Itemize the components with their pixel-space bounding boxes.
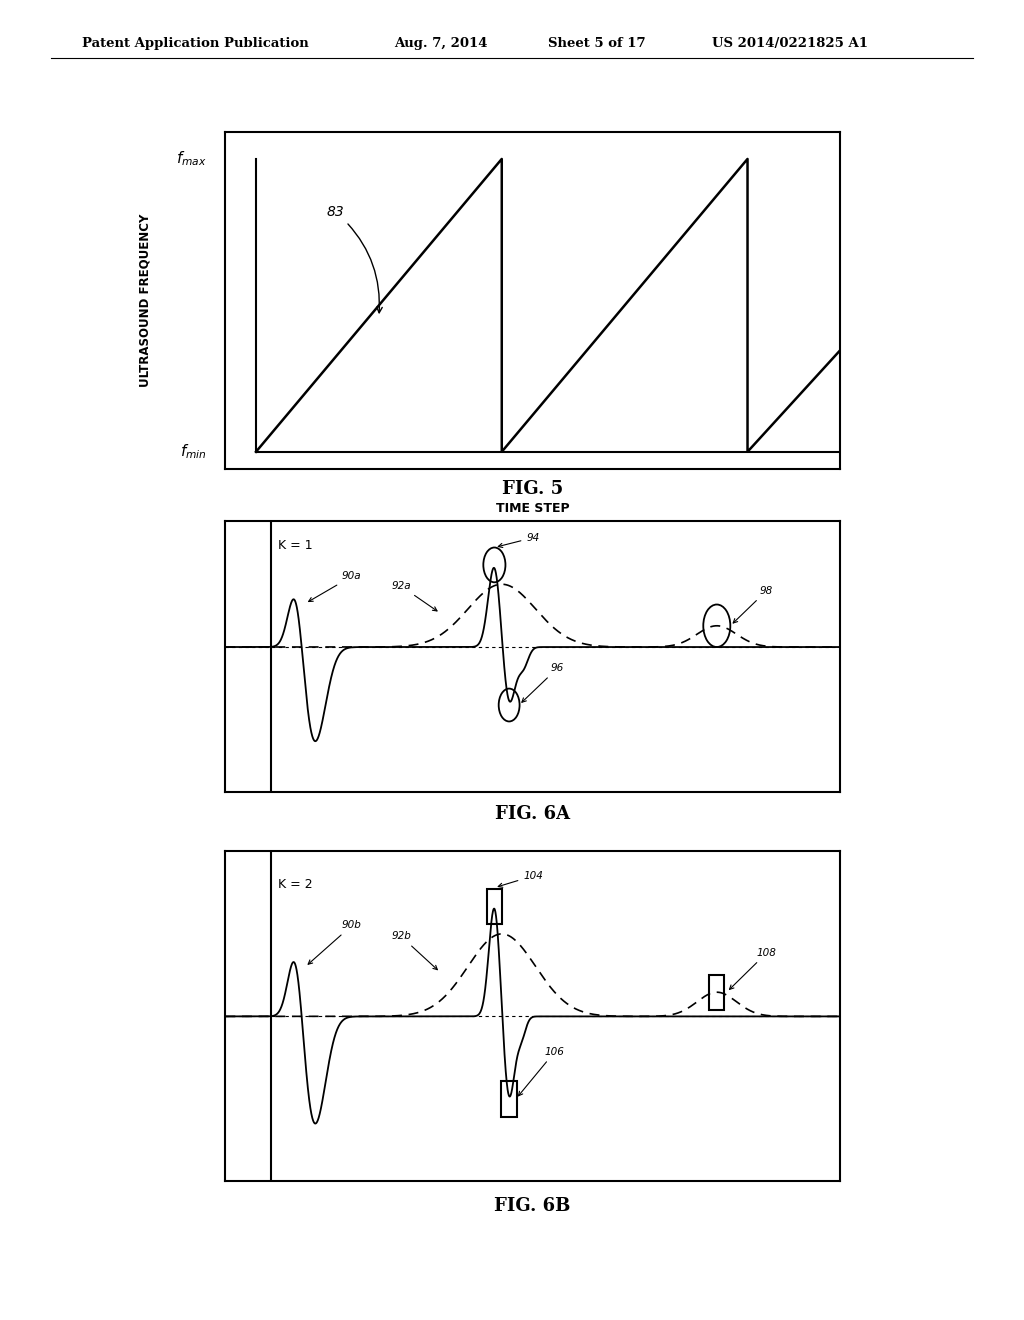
Text: FIG. 6B: FIG. 6B [495, 1197, 570, 1216]
Text: US 2014/0221825 A1: US 2014/0221825 A1 [712, 37, 867, 50]
Text: Patent Application Publication: Patent Application Publication [82, 37, 308, 50]
Text: $f_{min}$: $f_{min}$ [180, 442, 207, 461]
Text: ULTRASOUND FREQUENCY: ULTRASOUND FREQUENCY [139, 214, 152, 387]
Text: 108: 108 [729, 948, 776, 990]
Text: Sheet 5 of 17: Sheet 5 of 17 [548, 37, 645, 50]
Text: FIG. 5: FIG. 5 [502, 480, 563, 499]
Text: $f_{max}$: $f_{max}$ [176, 149, 207, 168]
Text: FIG. 6A: FIG. 6A [495, 805, 570, 824]
Text: 106: 106 [518, 1047, 564, 1096]
Text: 90b: 90b [308, 920, 361, 964]
Text: 104: 104 [499, 871, 543, 887]
Text: TIME STEP: TIME STEP [496, 502, 569, 515]
Text: 96: 96 [522, 663, 564, 702]
Text: 92b: 92b [391, 932, 437, 970]
Text: 92a: 92a [391, 581, 437, 611]
Text: Aug. 7, 2014: Aug. 7, 2014 [394, 37, 487, 50]
Text: 90a: 90a [308, 572, 361, 602]
Text: 94: 94 [499, 533, 540, 548]
Text: 83: 83 [327, 205, 382, 313]
Text: K = 2: K = 2 [278, 878, 312, 891]
Text: 98: 98 [733, 586, 773, 623]
Text: K = 1: K = 1 [278, 539, 312, 552]
